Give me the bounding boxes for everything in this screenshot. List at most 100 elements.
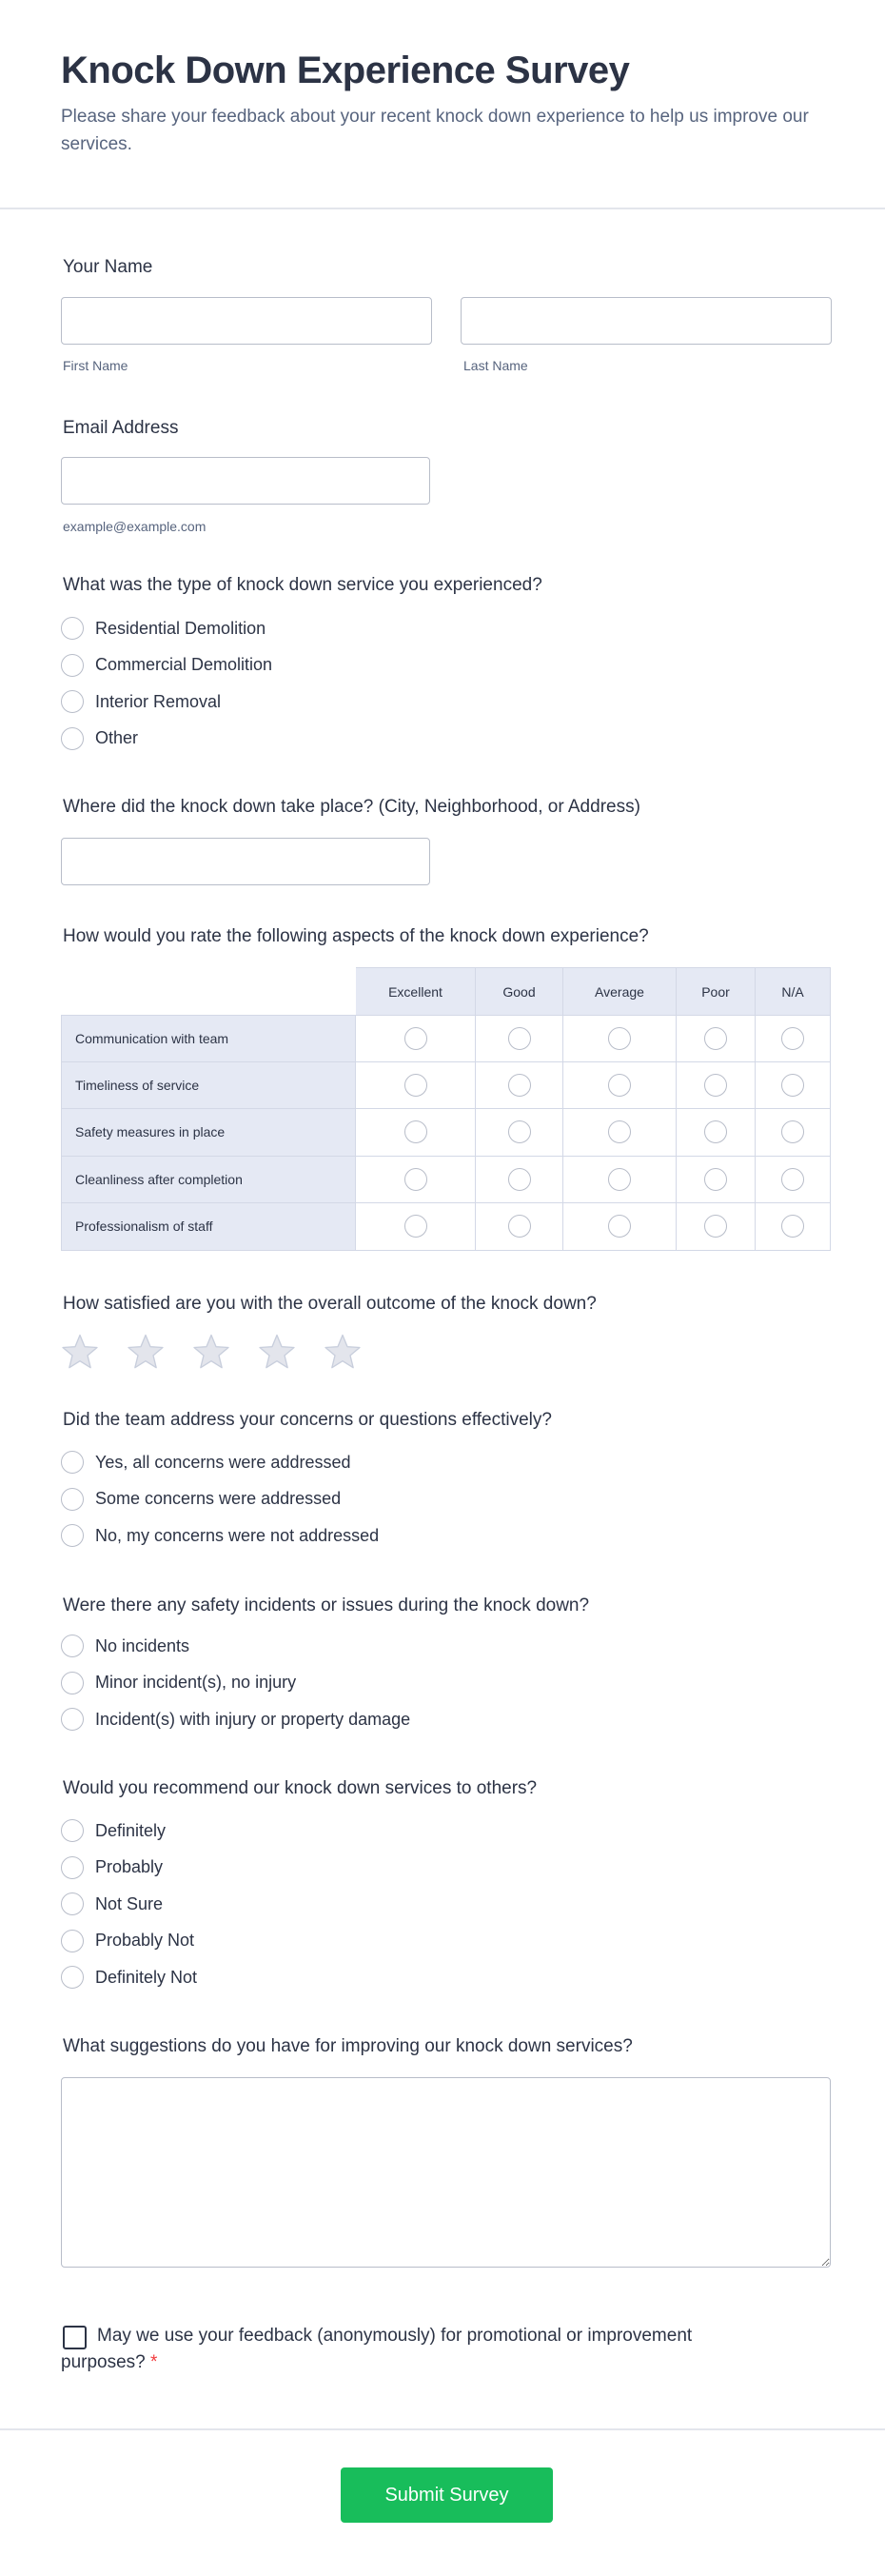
radio-option[interactable]: Some concerns were addressed [61,1487,341,1511]
star-rating-icon[interactable] [324,1333,362,1371]
matrix-radio[interactable] [403,1026,427,1050]
matrix-radio[interactable] [608,1073,631,1097]
radio-button[interactable] [61,617,84,640]
first-name-input[interactable] [61,297,432,345]
matrix-radio[interactable] [403,1120,427,1144]
radio-option[interactable]: Other [61,726,138,750]
location-input[interactable] [61,838,430,885]
matrix-row-label: Professionalism of staff [61,1203,356,1251]
radio-button[interactable] [61,1708,84,1731]
matrix-radio[interactable] [781,1026,804,1050]
consent-checkbox[interactable] [63,2326,87,2349]
radio-option[interactable]: Yes, all concerns were addressed [61,1451,351,1474]
matrix-radio[interactable] [507,1120,531,1144]
matrix-radio[interactable] [403,1167,427,1191]
radio-button[interactable] [61,653,84,677]
radio-button[interactable] [61,1929,84,1952]
radio-button[interactable] [61,1892,84,1915]
radio-option[interactable]: Interior Removal [61,690,221,713]
matrix-cell [756,1203,831,1251]
matrix-radio[interactable] [507,1215,531,1238]
radio-option-label: No, my concerns were not addressed [95,1525,380,1545]
radio-button[interactable] [61,1671,84,1694]
matrix-radio[interactable] [781,1120,804,1144]
page-subtitle: Please share your feedback about your re… [61,107,809,154]
matrix-radio[interactable] [507,1026,531,1050]
radio-option-label: Minor incident(s), no injury [95,1673,297,1692]
radio-button[interactable] [61,1635,84,1657]
matrix-cell [476,1156,563,1203]
radio-option-label: Definitely Not [95,1967,198,1987]
matrix-radio[interactable] [704,1026,727,1050]
radio-button[interactable] [61,1487,84,1511]
satisfaction-question: How satisfied are you with the overall o… [63,1294,597,1314]
radio-option-label: Probably [95,1857,164,1876]
submit-button[interactable]: Submit Survey [341,2467,553,2523]
matrix-corner [61,967,356,1015]
safety-question: Were there any safety incidents or issue… [63,1595,590,1615]
radio-button[interactable] [61,690,84,713]
radio-button[interactable] [61,1819,84,1842]
matrix-column-header: Average [563,967,677,1015]
radio-option[interactable]: Not Sure [61,1892,163,1915]
matrix-cell [756,1109,831,1157]
matrix-row: Professionalism of staff [61,1203,831,1251]
matrix-radio[interactable] [704,1215,727,1238]
matrix-radio[interactable] [608,1215,631,1238]
matrix-column-header: Good [476,967,563,1015]
radio-option[interactable]: Residential Demolition [61,617,266,640]
matrix-radio[interactable] [704,1073,727,1097]
star-rating-icon[interactable] [127,1333,165,1371]
matrix-radio[interactable] [608,1026,631,1050]
radio-button[interactable] [61,1966,84,1989]
radio-button[interactable] [61,1524,84,1547]
suggestions-textarea[interactable] [61,2077,831,2268]
star-rating-icon[interactable] [258,1333,296,1371]
matrix-cell [356,1061,476,1109]
radio-option-label: Yes, all concerns were addressed [95,1452,351,1472]
radio-option[interactable]: No incidents [61,1635,189,1657]
radio-option[interactable]: Probably [61,1855,164,1879]
matrix-radio[interactable] [781,1215,804,1238]
matrix-radio[interactable] [781,1167,804,1191]
radio-option[interactable]: Minor incident(s), no injury [61,1671,297,1694]
matrix-radio[interactable] [704,1167,727,1191]
star-rating-icon[interactable] [61,1333,99,1371]
radio-option[interactable]: Definitely [61,1819,166,1842]
consent-label: May we use your feedback (anonymously) f… [61,2323,727,2376]
radio-option[interactable]: Incident(s) with injury or property dama… [61,1708,410,1731]
radio-button[interactable] [61,1451,84,1474]
matrix-radio[interactable] [608,1167,631,1191]
matrix-cell [356,1015,476,1062]
matrix-cell [756,1156,831,1203]
footer-divider [0,2428,885,2430]
radio-option[interactable]: No, my concerns were not addressed [61,1524,379,1547]
matrix-column-header: N/A [756,967,831,1015]
radio-option-label: Interior Removal [95,691,222,711]
name-label: Your Name [63,257,153,277]
last-name-input[interactable] [461,297,832,345]
consent-text: May we use your feedback (anonymously) f… [61,2326,693,2372]
matrix-radio[interactable] [704,1120,727,1144]
matrix-radio[interactable] [507,1167,531,1191]
radio-option[interactable]: Probably Not [61,1929,194,1952]
radio-option[interactable]: Definitely Not [61,1966,197,1989]
email-input[interactable] [61,457,430,505]
matrix-row-label: Cleanliness after completion [61,1156,356,1203]
matrix-radio[interactable] [507,1073,531,1097]
radio-option-label: Commercial Demolition [95,655,273,674]
matrix-cell [677,1015,756,1062]
radio-button[interactable] [61,726,84,750]
matrix-radio[interactable] [781,1073,804,1097]
email-hint: example@example.com [63,519,206,534]
matrix-cell [756,1015,831,1062]
matrix-radio[interactable] [608,1120,631,1144]
matrix-radio[interactable] [403,1215,427,1238]
matrix-radio[interactable] [403,1073,427,1097]
star-rating-icon[interactable] [192,1333,230,1371]
concerns-question: Did the team address your concerns or qu… [63,1410,552,1430]
matrix-cell [476,1109,563,1157]
matrix-cell [563,1015,677,1062]
radio-button[interactable] [61,1855,84,1879]
radio-option[interactable]: Commercial Demolition [61,653,273,677]
